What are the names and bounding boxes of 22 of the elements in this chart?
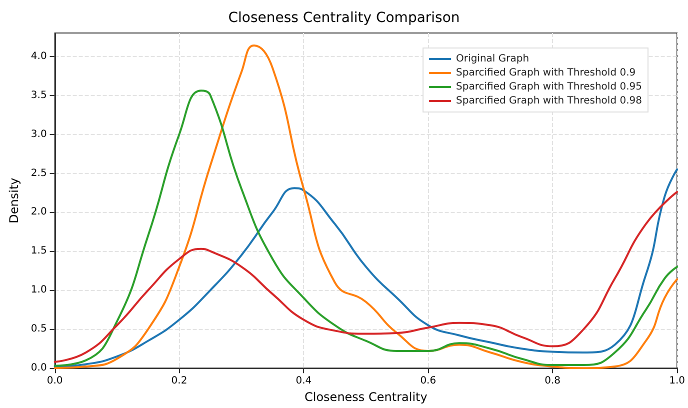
y-tick-label: 2.5 bbox=[30, 168, 47, 179]
x-tick-label: 0.2 bbox=[171, 376, 188, 387]
legend-label: Sparcified Graph with Threshold 0.98 bbox=[456, 96, 642, 106]
legend-label: Original Graph bbox=[456, 54, 530, 64]
y-tick-label: 3.5 bbox=[30, 90, 47, 101]
y-tick-label: 1.5 bbox=[30, 246, 47, 257]
y-tick-label: 1.0 bbox=[30, 284, 47, 296]
y-tick-label: 2.0 bbox=[30, 206, 47, 218]
x-tick-label: 0.4 bbox=[296, 376, 312, 387]
x-tick-label: 0.8 bbox=[544, 376, 561, 387]
x-tick-label: 1.0 bbox=[669, 376, 685, 387]
x-axis-title: Closeness Centrality bbox=[304, 390, 428, 404]
y-tick-label: 0.5 bbox=[30, 324, 47, 335]
legend-label: Sparcified Graph with Threshold 0.9 bbox=[456, 68, 636, 78]
chart-title: Closeness Centrality Comparison bbox=[228, 10, 460, 26]
x-tick-label: 0.0 bbox=[46, 376, 63, 387]
y-axis-title: Density bbox=[7, 178, 21, 224]
y-tick-label: 3.0 bbox=[30, 128, 47, 140]
y-tick-label: 0.0 bbox=[30, 362, 47, 374]
y-tick-label: 4.0 bbox=[30, 50, 47, 62]
legend-label: Sparcified Graph with Threshold 0.95 bbox=[456, 82, 642, 92]
x-tick-label: 0.6 bbox=[420, 376, 436, 387]
